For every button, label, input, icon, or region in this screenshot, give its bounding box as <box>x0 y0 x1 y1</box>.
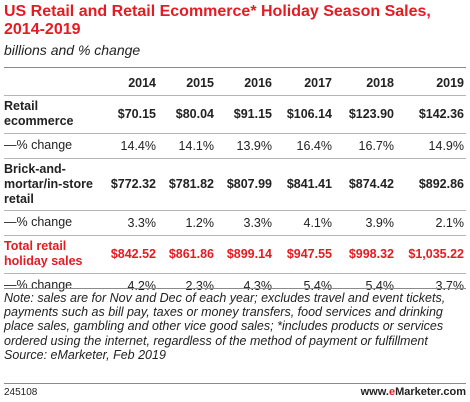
table-cell: 16.7% <box>334 132 396 158</box>
table-cell: 4.3% <box>216 272 274 298</box>
table-cell: $70.15 <box>100 94 158 133</box>
table-cell: $861.86 <box>158 234 216 273</box>
footer-divider <box>4 383 466 384</box>
table-cell: 3.7% <box>396 272 466 298</box>
table-cell: 14.1% <box>158 132 216 158</box>
header-divider <box>4 67 466 68</box>
table-row-total-retail: Total retail holiday sales $842.52 $861.… <box>4 234 466 273</box>
table-bottom-divider <box>4 288 466 289</box>
table-cell: 5.4% <box>334 272 396 298</box>
table-row-brick-and-mortar-change: —% change 3.3% 1.2% 3.3% 4.1% 3.9% 2.1% <box>4 209 466 235</box>
table-cell: $947.55 <box>274 234 334 273</box>
table-cell: 3.3% <box>100 209 158 235</box>
chart-id: 245108 <box>4 387 38 398</box>
year-header-row: 2014 2015 2016 2017 2018 2019 <box>4 71 466 95</box>
table-cell: 1.2% <box>158 209 216 235</box>
note-text: Note: sales are for Nov and Dec of each … <box>4 291 446 348</box>
table-cell: $106.14 <box>274 94 334 133</box>
brand-logo: www.eMarketer.com <box>361 386 466 398</box>
year-header: 2017 <box>304 75 332 90</box>
table-cell: 14.9% <box>396 132 466 158</box>
row-label: —% change <box>4 132 100 158</box>
brand-accent: e <box>388 386 396 398</box>
table-cell: $874.42 <box>334 157 396 210</box>
table-cell: $772.32 <box>100 157 158 210</box>
table-cell: $91.15 <box>216 94 274 133</box>
table-cell: $807.99 <box>216 157 274 210</box>
table-cell: 2.1% <box>396 209 466 235</box>
table-cell: $80.04 <box>158 94 216 133</box>
table-cell: $142.36 <box>396 94 466 133</box>
table-cell: 13.9% <box>216 132 274 158</box>
row-label: —% change <box>4 209 100 235</box>
brand-prefix: www. <box>360 386 389 398</box>
table-row-brick-and-mortar: Brick-and-mortar/in-store retail $772.32… <box>4 157 466 210</box>
table-cell: 2.3% <box>158 272 216 298</box>
table-cell: $892.86 <box>396 157 466 210</box>
year-header: 2016 <box>244 75 272 90</box>
table-cell: $899.14 <box>216 234 274 273</box>
table-row-ecommerce-change: —% change 14.4% 14.1% 13.9% 16.4% 16.7% … <box>4 132 466 158</box>
table-cell: $841.41 <box>274 157 334 210</box>
table-cell: 16.4% <box>274 132 334 158</box>
table-cell: 5.4% <box>274 272 334 298</box>
table-cell: $998.32 <box>334 234 396 273</box>
year-header: 2014 <box>128 75 156 90</box>
table-cell: 3.9% <box>334 209 396 235</box>
table-cell: $842.52 <box>100 234 158 273</box>
table-cell: 4.2% <box>100 272 158 298</box>
table-row-retail-ecommerce: Retail ecommerce $70.15 $80.04 $91.15 $1… <box>4 94 466 133</box>
footnotes: Note: sales are for Nov and Dec of each … <box>4 291 466 362</box>
table-cell: 3.3% <box>216 209 274 235</box>
sales-table: 2014 2015 2016 2017 2018 2019 Retail eco… <box>4 71 466 298</box>
row-label: Brick-and-mortar/in-store retail <box>4 157 100 210</box>
corner-cell <box>4 71 100 95</box>
year-header: 2018 <box>366 75 394 90</box>
source-text: Source: eMarketer, Feb 2019 <box>4 347 166 362</box>
table-cell: $781.82 <box>158 157 216 210</box>
row-label: Retail ecommerce <box>4 94 100 133</box>
table-cell: 4.1% <box>274 209 334 235</box>
row-label: Total retail holiday sales <box>4 234 100 273</box>
year-header: 2015 <box>186 75 214 90</box>
year-header: 2019 <box>436 75 464 90</box>
report-subtitle: billions and % change <box>4 42 141 58</box>
table-cell: 14.4% <box>100 132 158 158</box>
table-cell: $1,035.22 <box>396 234 466 273</box>
brand-suffix: Marketer.com <box>395 386 466 398</box>
report-title: US Retail and Retail Ecommerce* Holiday … <box>4 3 431 38</box>
table-cell: $123.90 <box>334 94 396 133</box>
table-row-total-change: —% change 4.2% 2.3% 4.3% 5.4% 5.4% 3.7% <box>4 272 466 298</box>
